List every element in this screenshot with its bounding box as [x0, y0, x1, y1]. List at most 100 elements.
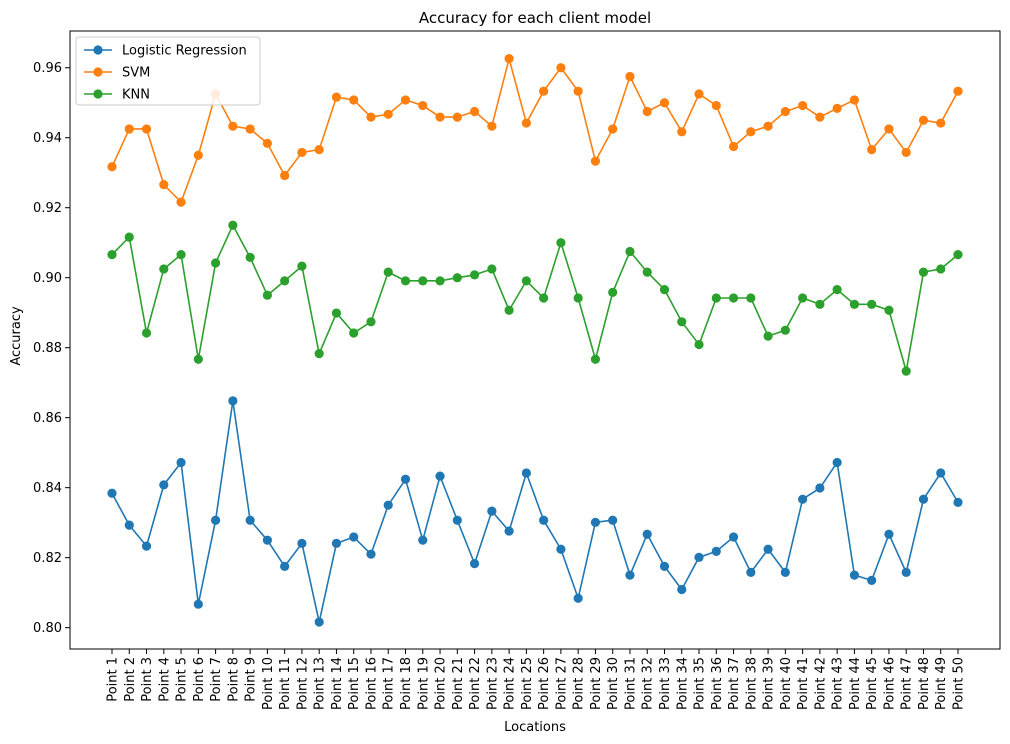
data-point-2-40	[798, 293, 808, 303]
data-point-0-16	[383, 500, 393, 510]
x-tick-label-42: Point 43	[831, 657, 846, 710]
data-point-1-43	[849, 95, 860, 105]
data-point-2-29	[608, 287, 618, 298]
x-tick-label-45: Point 46	[882, 657, 897, 710]
data-point-2-38	[763, 331, 773, 341]
data-point-2-5	[193, 354, 203, 364]
data-point-0-21	[469, 559, 480, 569]
data-point-2-34	[694, 339, 704, 350]
data-point-2-42	[832, 285, 842, 295]
data-point-0-11	[297, 538, 307, 548]
data-point-0-0	[107, 488, 117, 498]
data-point-1-31	[642, 106, 652, 117]
series-2	[107, 220, 963, 376]
data-point-0-41	[815, 483, 825, 493]
data-point-2-45	[884, 305, 894, 315]
data-point-1-8	[245, 124, 255, 134]
data-point-0-17	[400, 474, 411, 484]
data-point-0-34	[694, 552, 704, 562]
data-point-1-0	[107, 162, 117, 172]
data-point-1-12	[314, 145, 324, 155]
data-point-1-28	[590, 156, 601, 166]
data-point-2-46	[901, 366, 911, 376]
x-tick-label-9: Point 10	[261, 657, 276, 710]
x-tick-label-31: Point 32	[641, 657, 656, 710]
data-point-0-4	[176, 457, 186, 468]
series-0	[107, 396, 963, 627]
data-point-1-14	[349, 95, 359, 105]
data-point-2-41	[815, 299, 825, 309]
data-point-2-11	[297, 261, 307, 271]
data-point-0-44	[867, 575, 877, 586]
data-point-1-36	[728, 141, 739, 152]
y-tick-label-0: 0.80	[33, 621, 62, 636]
data-point-2-39	[780, 325, 790, 335]
data-point-0-33	[677, 584, 687, 595]
y-tick-label-4: 0.88	[33, 341, 62, 356]
data-point-0-39	[780, 567, 790, 577]
data-point-2-30	[625, 246, 635, 257]
data-point-0-47	[918, 494, 929, 504]
data-point-1-32	[659, 98, 670, 108]
x-tick-label-7: Point 8	[226, 657, 241, 702]
data-point-1-48	[936, 118, 946, 128]
data-point-1-27	[573, 86, 583, 96]
data-point-2-24	[521, 276, 531, 286]
data-point-0-31	[642, 529, 652, 539]
y-axis-title: Accuracy	[9, 306, 24, 366]
data-point-0-46	[901, 567, 911, 577]
data-point-2-2	[141, 328, 152, 338]
data-point-0-30	[625, 570, 635, 580]
data-point-2-18	[418, 276, 428, 286]
data-point-1-23	[504, 54, 514, 64]
x-tick-label-35: Point 36	[710, 657, 725, 710]
x-tick-label-0: Point 1	[106, 657, 121, 702]
data-point-0-8	[245, 515, 255, 525]
x-tick-label-43: Point 44	[848, 657, 863, 710]
chart-title: Accuracy for each client model	[419, 9, 651, 27]
x-tick-label-30: Point 31	[623, 657, 638, 710]
data-point-1-47	[918, 115, 929, 125]
data-point-1-1	[124, 124, 134, 134]
data-point-2-48	[936, 264, 946, 274]
x-tick-label-28: Point 29	[589, 657, 604, 710]
data-point-0-2	[141, 541, 152, 551]
series-1	[107, 54, 963, 207]
data-point-2-1	[124, 232, 134, 242]
axis-layer: 0.80 0.82 0.84 0.86 0.88 0.90 0.92 0.94 0.96 Poin…	[33, 30, 1001, 710]
data-point-2-7	[228, 220, 238, 230]
data-point-0-15	[366, 549, 376, 559]
data-point-0-49	[953, 497, 963, 507]
data-point-2-13	[331, 308, 342, 318]
data-point-1-20	[452, 112, 462, 122]
x-tick-label-25: Point 26	[537, 657, 552, 710]
x-tick-label-23: Point 24	[503, 657, 518, 710]
x-tick-label-10: Point 11	[278, 657, 293, 710]
legend: Logistic Regression SVM KNN	[75, 36, 261, 106]
data-point-1-7	[228, 121, 238, 131]
legend-marker-1	[93, 67, 103, 77]
data-point-1-33	[677, 127, 687, 137]
x-tick-label-47: Point 48	[917, 657, 932, 710]
data-point-2-47	[918, 267, 929, 277]
data-point-2-25	[539, 293, 549, 303]
data-point-0-48	[936, 468, 946, 478]
data-point-0-14	[349, 532, 359, 542]
data-point-2-8	[245, 252, 255, 263]
data-point-2-37	[746, 293, 756, 303]
data-point-2-22	[487, 264, 497, 274]
data-point-2-14	[349, 328, 359, 338]
data-point-0-29	[608, 515, 618, 525]
data-point-2-16	[383, 267, 393, 277]
x-tick-label-37: Point 38	[744, 657, 759, 710]
y-tick-label-7: 0.94	[33, 131, 62, 146]
x-tick-label-17: Point 18	[399, 657, 414, 710]
data-point-1-41	[815, 112, 825, 122]
data-point-2-9	[262, 290, 272, 300]
data-point-0-26	[556, 544, 566, 554]
legend-label-1: SVM	[122, 66, 150, 81]
data-point-0-1	[124, 520, 134, 530]
x-tick-label-15: Point 16	[364, 657, 379, 710]
